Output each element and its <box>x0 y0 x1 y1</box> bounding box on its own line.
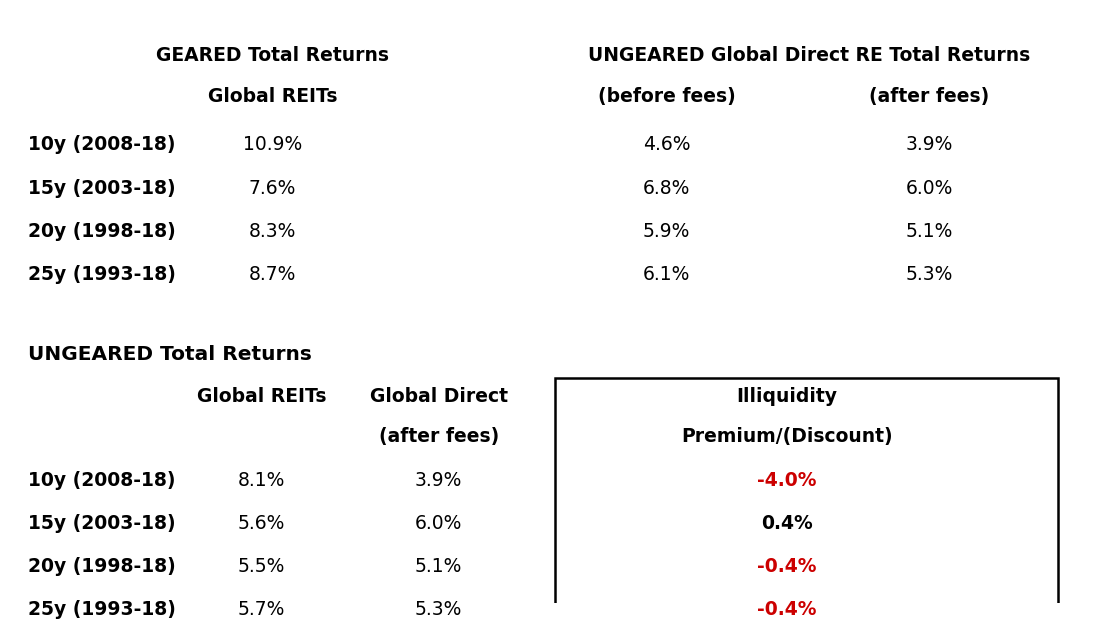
Text: 15y (2003-18): 15y (2003-18) <box>29 514 175 533</box>
Text: Premium/(Discount): Premium/(Discount) <box>681 427 892 446</box>
Text: 25y (1993-18): 25y (1993-18) <box>29 265 176 284</box>
Text: 8.3%: 8.3% <box>248 221 296 241</box>
Text: GEARED Total Returns: GEARED Total Returns <box>156 45 389 65</box>
Text: Global REITs: Global REITs <box>196 387 326 406</box>
Text: 3.9%: 3.9% <box>906 136 953 154</box>
Text: 5.1%: 5.1% <box>415 557 462 576</box>
Text: 3.9%: 3.9% <box>415 471 462 490</box>
Text: 5.3%: 5.3% <box>906 265 953 284</box>
Text: 10y (2008-18): 10y (2008-18) <box>29 136 175 154</box>
Text: 10.9%: 10.9% <box>243 136 302 154</box>
Text: 7.6%: 7.6% <box>248 179 296 198</box>
Text: 5.7%: 5.7% <box>238 600 285 619</box>
Text: 5.6%: 5.6% <box>238 514 285 533</box>
Text: 0.4%: 0.4% <box>761 514 813 533</box>
Text: 5.5%: 5.5% <box>238 557 285 576</box>
Text: UNGEARED Global Direct RE Total Returns: UNGEARED Global Direct RE Total Returns <box>588 45 1030 65</box>
Text: 10y (2008-18): 10y (2008-18) <box>29 471 175 490</box>
Text: 6.8%: 6.8% <box>643 179 690 198</box>
Text: UNGEARED Total Returns: UNGEARED Total Returns <box>29 345 312 364</box>
Text: 8.1%: 8.1% <box>238 471 285 490</box>
Text: 5.3%: 5.3% <box>415 600 462 619</box>
Text: (before fees): (before fees) <box>598 88 736 106</box>
Text: -0.4%: -0.4% <box>757 557 816 576</box>
Text: -4.0%: -4.0% <box>757 471 816 490</box>
Text: Illiquidity: Illiquidity <box>737 387 837 406</box>
Text: 5.1%: 5.1% <box>906 221 953 241</box>
Text: 4.6%: 4.6% <box>643 136 690 154</box>
Text: 6.0%: 6.0% <box>906 179 953 198</box>
Text: -0.4%: -0.4% <box>757 600 816 619</box>
Text: 6.0%: 6.0% <box>415 514 462 533</box>
Text: (after fees): (after fees) <box>869 88 989 106</box>
Text: 20y (1998-18): 20y (1998-18) <box>29 557 176 576</box>
Text: Global REITs: Global REITs <box>207 88 338 106</box>
Text: 5.9%: 5.9% <box>643 221 690 241</box>
Text: 8.7%: 8.7% <box>248 265 296 284</box>
Text: Global Direct: Global Direct <box>370 387 507 406</box>
Text: 20y (1998-18): 20y (1998-18) <box>29 221 176 241</box>
Text: 25y (1993-18): 25y (1993-18) <box>29 600 176 619</box>
Text: 15y (2003-18): 15y (2003-18) <box>29 179 175 198</box>
Text: 6.1%: 6.1% <box>643 265 690 284</box>
Text: (after fees): (after fees) <box>378 427 499 446</box>
